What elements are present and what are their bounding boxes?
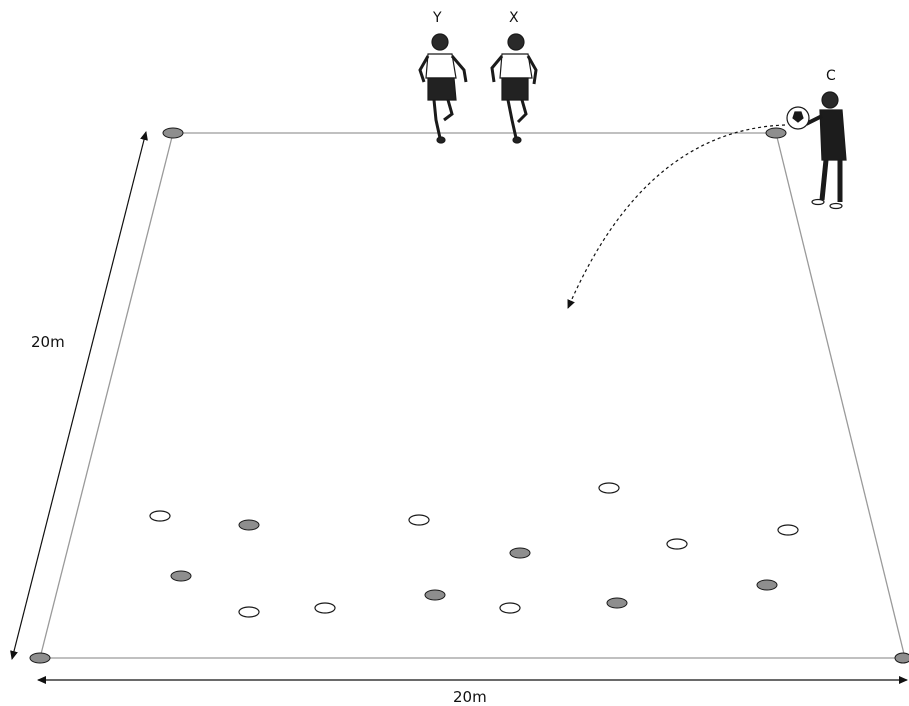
player-y: Y bbox=[418, 10, 468, 144]
pitch-boundary bbox=[39, 132, 906, 659]
corner-cones bbox=[29, 127, 909, 664]
cone-dark bbox=[170, 570, 192, 582]
coach-head bbox=[821, 91, 839, 109]
player-y-leg-left bbox=[432, 99, 442, 139]
side-dimension-arrow bbox=[10, 131, 148, 660]
player-x-head bbox=[507, 33, 525, 51]
player-y-arm-right bbox=[450, 55, 468, 83]
cone-light bbox=[314, 602, 336, 614]
cone-light bbox=[598, 482, 620, 494]
player-y-leg-right bbox=[443, 99, 454, 122]
ball-path-arrow bbox=[567, 124, 786, 309]
player-x-shorts bbox=[501, 77, 529, 101]
field-cones-light bbox=[149, 482, 799, 618]
player-x-label: X bbox=[509, 10, 519, 26]
player-y-boot bbox=[436, 136, 446, 144]
player-y-arm-left bbox=[418, 55, 430, 83]
soccer-ball-patch bbox=[792, 111, 804, 123]
cone-dark bbox=[606, 597, 628, 609]
pitch-right-line bbox=[775, 132, 906, 659]
corner-cone-bottom-left bbox=[29, 652, 51, 664]
cone-dark bbox=[509, 547, 531, 559]
player-x-leg-right bbox=[516, 99, 528, 124]
coach: C bbox=[786, 68, 847, 210]
cone-dark bbox=[424, 589, 446, 601]
coach-label: C bbox=[826, 68, 836, 84]
player-x-boot bbox=[512, 136, 522, 144]
player-x: X bbox=[490, 10, 538, 144]
cone-light bbox=[238, 606, 260, 618]
coach-arm bbox=[805, 114, 823, 126]
player-x-leg-left bbox=[506, 99, 518, 139]
cone-dark bbox=[238, 519, 260, 531]
coach-shoe-left bbox=[811, 198, 825, 206]
coach-jacket bbox=[819, 109, 847, 161]
player-y-shorts bbox=[427, 77, 457, 101]
coach-shoe-right bbox=[829, 202, 843, 210]
player-y-head bbox=[431, 33, 449, 51]
cone-light bbox=[149, 510, 171, 522]
corner-cone-top-right bbox=[765, 127, 787, 139]
bottom-length-label: 20m bbox=[453, 688, 487, 706]
cone-light bbox=[499, 602, 521, 614]
coach-leg-left bbox=[819, 159, 829, 201]
player-x-arm-left bbox=[490, 55, 504, 83]
pitch-left-line bbox=[39, 132, 174, 659]
cone-light bbox=[666, 538, 688, 550]
side-length-label: 20m bbox=[31, 333, 65, 351]
cone-light bbox=[777, 524, 799, 536]
player-x-arm-right bbox=[526, 55, 538, 85]
player-y-shirt bbox=[425, 53, 457, 79]
corner-cone-bottom-right bbox=[894, 652, 909, 664]
field-cones-dark bbox=[170, 519, 778, 609]
player-x-shirt bbox=[499, 53, 533, 79]
cone-dark bbox=[756, 579, 778, 591]
cone-light bbox=[408, 514, 430, 526]
player-y-label: Y bbox=[432, 10, 442, 26]
corner-cone-top-left bbox=[162, 127, 184, 139]
